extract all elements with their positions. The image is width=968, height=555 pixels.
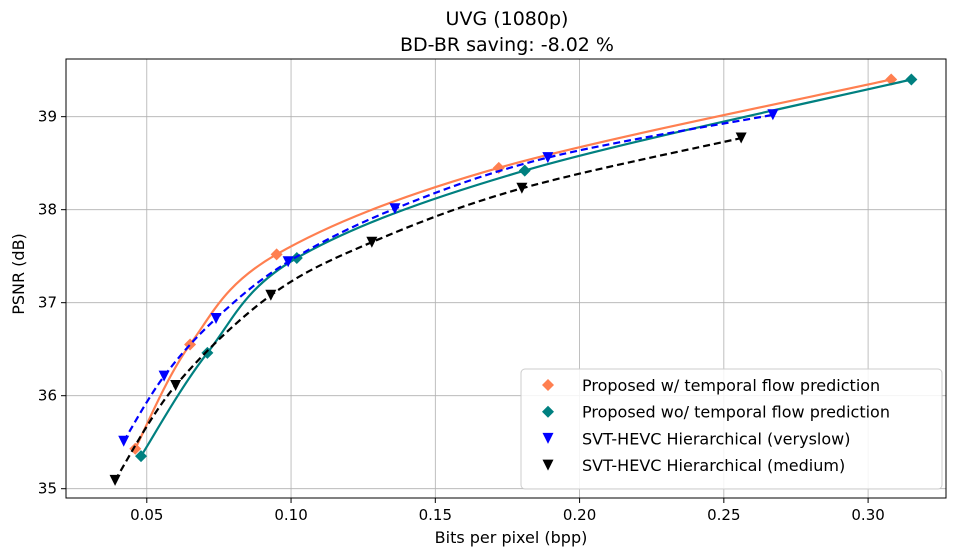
data-point [109, 474, 121, 486]
legend-item: SVT-HEVC Hierarchical (veryslow) [542, 429, 850, 448]
legend-marker [542, 432, 554, 444]
data-point [735, 132, 747, 144]
data-point [270, 248, 283, 261]
data-point [282, 256, 294, 268]
legend-box [520, 368, 943, 490]
legend-item: Proposed w/ temporal flow prediction [542, 376, 880, 395]
data-point [516, 182, 528, 194]
plot-area-frame [65, 58, 947, 499]
x-tick-label: 0.30 [851, 506, 884, 524]
x-tick-label: 0.05 [130, 506, 163, 524]
x-axis-title: Bits per pixel (bpp) [435, 528, 588, 547]
x-tick-label: 0.20 [563, 506, 596, 524]
data-point [135, 450, 148, 463]
y-tick-label: 37 [38, 294, 57, 312]
data-point [542, 152, 554, 164]
x-tick-label: 0.15 [419, 506, 452, 524]
axis-ticks: 0.05 0.10 0.15 0.20 0.25 0.30 35 36 37 38 39 [38, 108, 885, 524]
data-point [170, 379, 182, 391]
legend-marker [542, 459, 554, 471]
legend-label: Proposed wo/ temporal flow prediction [582, 403, 890, 422]
data-point [366, 236, 378, 248]
legend-item: SVT-HEVC Hierarchical (medium) [542, 456, 845, 475]
data-point [290, 252, 303, 265]
chart-subtitle: BD-BR saving: -8.02 % [400, 34, 614, 56]
legend-item: Proposed wo/ temporal flow prediction [542, 403, 890, 422]
chart-title: UVG (1080p) [446, 8, 569, 30]
data-point [389, 203, 401, 215]
legend-marker [542, 405, 554, 418]
legend-marker [542, 379, 554, 391]
y-tick-label: 39 [38, 108, 57, 126]
series-2 [135, 73, 918, 463]
y-axis-title: PSNR (dB) [9, 233, 28, 315]
y-tick-label: 38 [38, 201, 57, 219]
x-tick-label: 0.25 [707, 506, 740, 524]
series-line [140, 78, 912, 457]
legend-label: SVT-HEVC Hierarchical (veryslow) [582, 429, 850, 448]
series-4 [109, 132, 747, 486]
legend-label: Proposed w/ temporal flow prediction [582, 376, 880, 395]
series-3 [118, 109, 779, 447]
data-point [210, 312, 222, 324]
data-point [201, 346, 214, 359]
legend: Proposed w/ temporal flow prediction Prop… [520, 368, 943, 490]
data-point [518, 164, 531, 177]
grid [66, 59, 946, 498]
data-point [265, 289, 277, 301]
y-tick-label: 35 [38, 480, 57, 498]
x-tick-label: 0.10 [274, 506, 307, 524]
y-tick-label: 36 [38, 387, 57, 405]
data-point [158, 370, 170, 382]
legend-label: SVT-HEVC Hierarchical (medium) [582, 456, 845, 475]
data-point [118, 435, 130, 447]
plot-series [109, 73, 918, 486]
data-point [905, 73, 918, 86]
data-point [767, 109, 779, 121]
